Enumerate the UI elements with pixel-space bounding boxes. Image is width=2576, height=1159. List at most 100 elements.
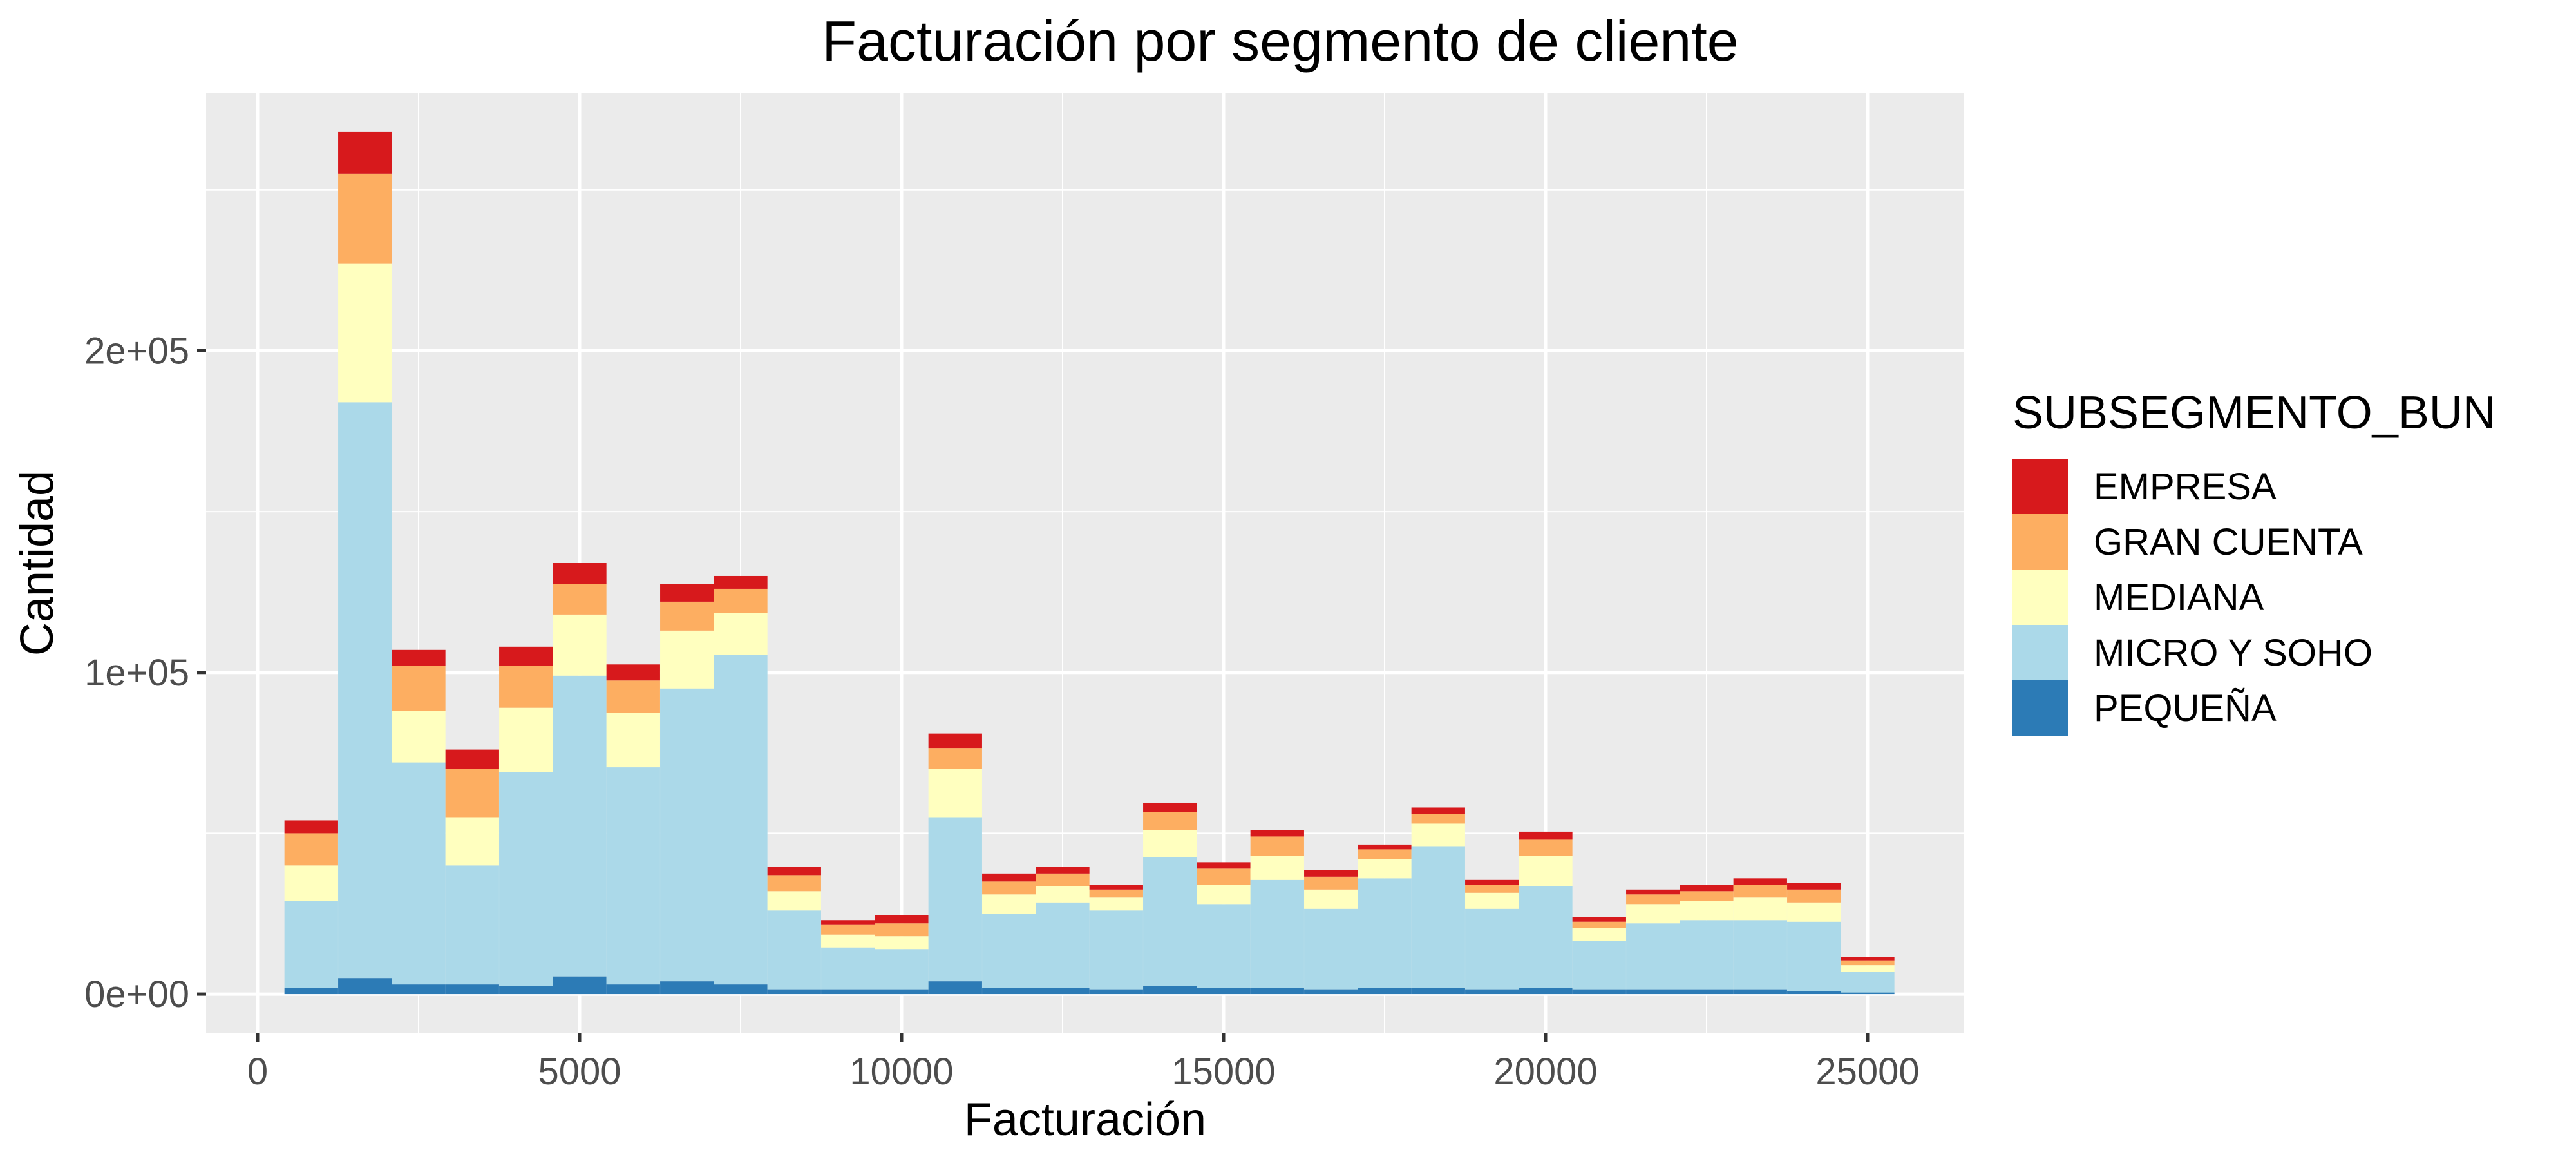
bar-segment [1250, 879, 1304, 988]
bar-segment [284, 833, 338, 866]
bar-segment [767, 867, 821, 876]
bar-segment [1519, 839, 1573, 856]
bar-segment [1841, 972, 1895, 993]
legend-key [2012, 459, 2068, 514]
bar-segment [392, 984, 446, 995]
bar-segment [1304, 876, 1358, 890]
bar-segment [767, 875, 821, 892]
bar-segment [1680, 885, 1734, 892]
bar-segment [1626, 894, 1680, 905]
bar-segment [875, 989, 929, 995]
bar-segment [1626, 989, 1680, 995]
bar-segment [714, 613, 768, 655]
bar-segment [606, 767, 660, 985]
bar-segment [1089, 889, 1143, 898]
bar-segment [1036, 867, 1090, 874]
bar-segment [553, 563, 607, 584]
bar-segment [606, 713, 660, 768]
bar-segment [1519, 886, 1573, 988]
bar-segment [928, 733, 982, 749]
bar-segment [606, 680, 660, 713]
x-tick-label: 15000 [1171, 1051, 1275, 1093]
bar-segment [875, 923, 929, 937]
bar-segment [1411, 807, 1465, 814]
bars [284, 131, 1895, 995]
bar-segment [392, 649, 446, 666]
legend-label: PEQUEÑA [2094, 687, 2277, 729]
bar-segment [1304, 989, 1358, 995]
bar-segment [1733, 878, 1787, 885]
bar-segment [714, 984, 768, 995]
bar-segment [1572, 989, 1626, 995]
bar-segment [1680, 901, 1734, 921]
bar-segment [1036, 988, 1090, 995]
bar-segment [1787, 902, 1841, 922]
bar-segment [1411, 823, 1465, 847]
legend-label: GRAN CUENTA [2094, 521, 2363, 563]
bar-segment [1626, 904, 1680, 924]
bar-segment [1089, 885, 1143, 890]
legend-label: MEDIANA [2094, 577, 2264, 618]
bar-segment [928, 817, 982, 982]
bar-segment [1143, 830, 1197, 857]
bar-segment [982, 873, 1036, 882]
bar-segment [1197, 868, 1251, 885]
bar-segment [660, 630, 714, 689]
bar-segment [1411, 988, 1465, 995]
bar-segment [1572, 917, 1626, 922]
bar-segment [1519, 856, 1573, 886]
bar-segment [392, 666, 446, 711]
x-tick-label: 0 [247, 1051, 268, 1093]
bar-segment [499, 707, 553, 772]
bar-segment [1250, 988, 1304, 995]
bar-segment [821, 989, 875, 995]
bar-segment [821, 947, 875, 990]
bar-segment [1358, 878, 1412, 988]
bar-segment [1197, 904, 1251, 988]
bar-segment [1626, 889, 1680, 895]
bar-segment [1519, 831, 1573, 840]
bar-segment [1465, 885, 1519, 893]
bar-segment [1250, 856, 1304, 880]
bar-segment [284, 820, 338, 834]
legend-items: EMPRESA GRAN CUENTA MEDIANA MICRO Y SOHO PEQ… [2012, 459, 2372, 736]
bar-segment [284, 865, 338, 901]
bar-segment [1358, 988, 1412, 995]
bar-segment [1841, 965, 1895, 972]
bar-segment [714, 588, 768, 613]
bar-segment [821, 934, 875, 948]
bar-segment [1787, 889, 1841, 903]
bar-segment [875, 936, 929, 950]
bar-segment [1358, 849, 1412, 859]
bar-segment [445, 984, 499, 995]
bar-segment [660, 688, 714, 982]
bar-segment [606, 664, 660, 681]
bar-segment [1143, 812, 1197, 830]
bar-segment [928, 748, 982, 769]
bar-segment [445, 749, 499, 769]
x-tick-label: 25000 [1815, 1051, 1919, 1093]
bar-segment [338, 402, 392, 979]
bar-segment [1250, 836, 1304, 856]
bar-segment [767, 891, 821, 911]
bar-segment [875, 915, 929, 924]
bar-segment [1036, 886, 1090, 903]
x-axis-title: Facturación [964, 1094, 1206, 1145]
bar-segment [338, 131, 392, 174]
y-tick-label: 2e+05 [84, 330, 189, 372]
bar-segment [1304, 889, 1358, 909]
bar-segment [338, 978, 392, 995]
bar-segment [392, 711, 446, 763]
bar-segment [1680, 989, 1734, 995]
y-tick-label: 0e+00 [84, 973, 189, 1015]
bar-segment [499, 986, 553, 995]
legend-key [2012, 625, 2068, 680]
bar-segment [1465, 879, 1519, 885]
bar-segment [1304, 870, 1358, 877]
bar-segment [499, 772, 553, 986]
bar-segment [1197, 885, 1251, 905]
bar-segment [1680, 920, 1734, 990]
x-tick-label: 5000 [538, 1051, 621, 1093]
bar-segment [338, 263, 392, 403]
